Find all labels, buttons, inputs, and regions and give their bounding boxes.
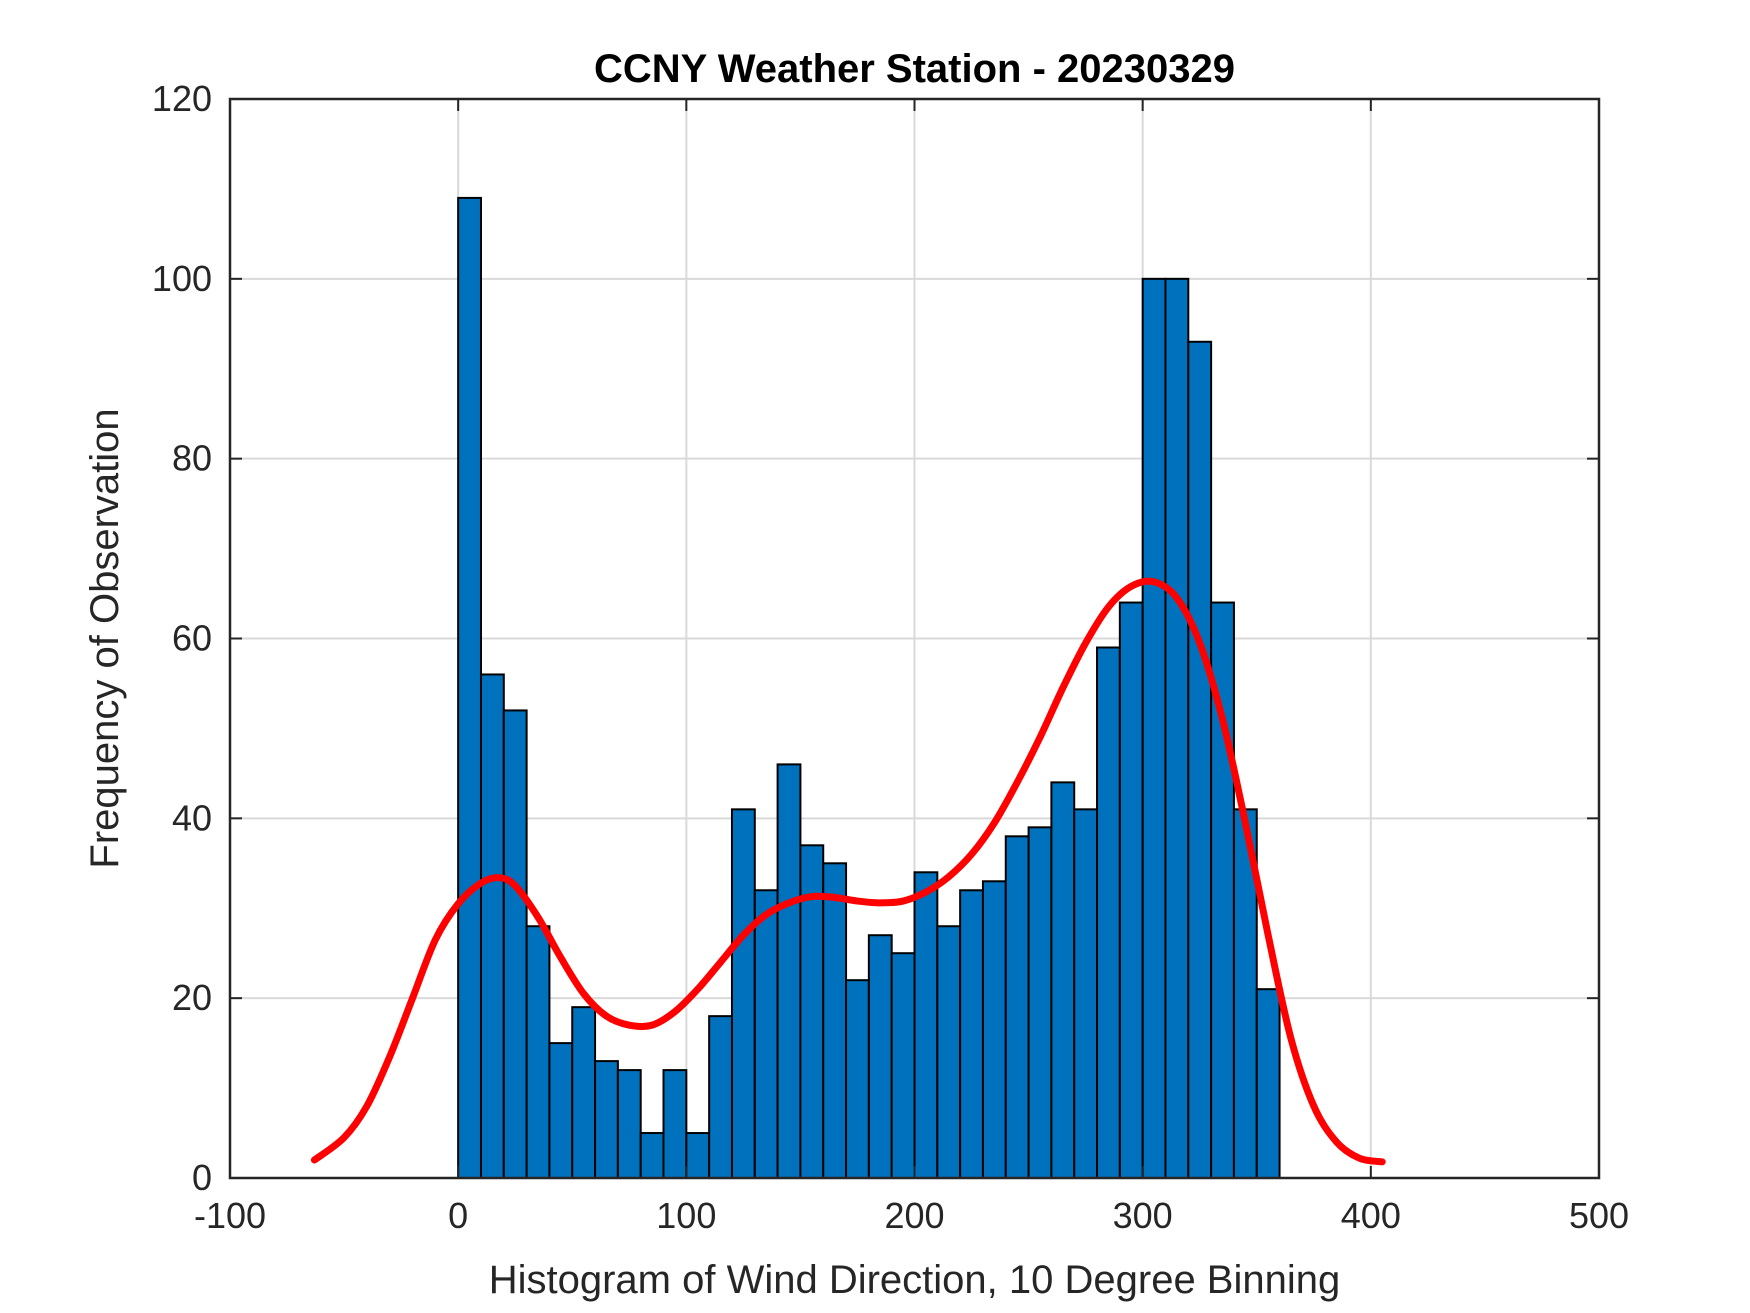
- fit-curve-line: [310, 577, 1386, 1166]
- histogram-bar: [616, 1069, 642, 1179]
- histogram-bar: [594, 1060, 619, 1179]
- histogram-bar: [959, 889, 984, 1179]
- histogram-bar: [890, 952, 916, 1179]
- histogram-bar: [776, 763, 802, 1180]
- y-tick-label: 40: [172, 797, 212, 838]
- histogram-bar: [708, 1015, 733, 1180]
- histogram-bar: [1027, 826, 1053, 1179]
- histogram-bar: [639, 1132, 665, 1179]
- histogram-bar: [981, 880, 1007, 1180]
- histogram-bar: [548, 1042, 574, 1179]
- histogram-bar: [1164, 277, 1190, 1180]
- x-axis-label: Histogram of Wind Direction, 10 Degree B…: [489, 1258, 1341, 1302]
- histogram-bar: [571, 1006, 597, 1179]
- y-tick-label: 60: [172, 618, 212, 659]
- histogram-bar: [1255, 988, 1281, 1179]
- histogram-bar: [479, 673, 505, 1179]
- y-tick-label: 20: [172, 977, 212, 1018]
- histogram-bar: [753, 889, 779, 1179]
- histogram-bar: [1004, 835, 1030, 1179]
- axes: [228, 97, 1601, 1180]
- histogram-bar: [845, 979, 870, 1180]
- histogram-bar: [1073, 808, 1099, 1179]
- chart-title: CCNY Weather Station - 20230329: [594, 47, 1235, 91]
- histogram-bar: [457, 196, 482, 1180]
- histogram-bar: [662, 1069, 688, 1179]
- histogram-bar: [1050, 781, 1076, 1179]
- y-tick-label: 120: [152, 78, 212, 119]
- x-tick-label: 300: [1113, 1195, 1173, 1236]
- x-tick-label: 100: [656, 1195, 716, 1236]
- histogram-bar: [822, 862, 848, 1180]
- y-axis-label: Frequency of Observation: [83, 408, 127, 868]
- histogram-bar: [1187, 340, 1213, 1179]
- x-tick-label: 0: [448, 1195, 468, 1236]
- y-tick-label: 80: [172, 438, 212, 479]
- histogram-bar: [685, 1132, 711, 1179]
- y-tick-label: 0: [192, 1157, 212, 1198]
- x-tick-label: 500: [1569, 1195, 1629, 1236]
- histogram-bar: [525, 925, 551, 1179]
- x-tick-label: -100: [194, 1195, 266, 1236]
- histogram-bar: [1118, 601, 1144, 1179]
- histogram-bar: [913, 871, 939, 1179]
- histogram-bar: [1141, 277, 1167, 1180]
- histogram-bar: [936, 925, 962, 1179]
- histogram-bar: [502, 709, 528, 1180]
- x-tick-label: 400: [1341, 1195, 1401, 1236]
- fit-curve-layer: [310, 577, 1386, 1166]
- y-tick-label: 100: [152, 258, 212, 299]
- histogram-bar: [1096, 646, 1121, 1179]
- histogram-bars: [457, 196, 1281, 1180]
- histogram-bar: [730, 808, 756, 1179]
- x-tick-label: 200: [884, 1195, 944, 1236]
- histogram-bar: [867, 934, 893, 1179]
